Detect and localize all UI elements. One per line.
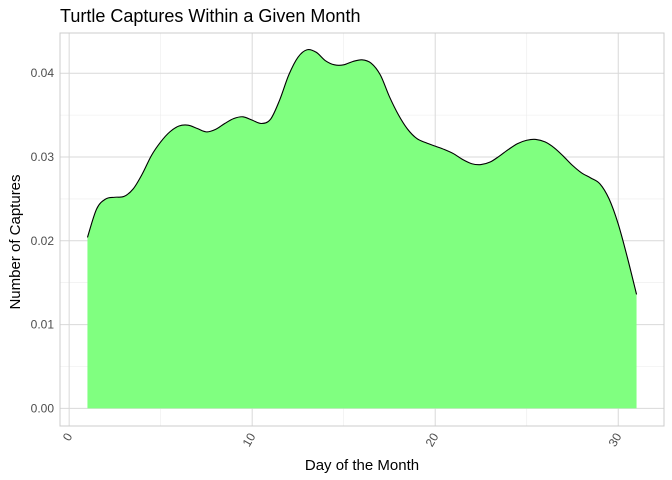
y-axis-title: Number of Captures [7,174,24,309]
x-tick-label: 20 [423,430,442,449]
panel-border [59,32,665,427]
data-area [86,48,638,409]
x-tick-label: 10 [240,430,259,449]
y-tick-label: 0.01 [31,318,55,332]
y-tick-label: 0.03 [31,150,55,164]
x-axis-ticks: 0 10 20 30 [60,430,625,449]
y-axis-ticks: 0.00 0.01 0.02 0.03 0.04 [31,66,55,415]
x-tick-label: 0 [60,430,76,443]
density-area-fill [87,49,637,409]
x-axis-title: Day of the Month [305,457,419,474]
y-tick-label: 0.02 [31,234,55,248]
density-outline [86,48,638,295]
x-tick-label: 30 [606,430,625,449]
chart-title: Turtle Captures Within a Given Month [60,6,360,26]
y-tick-label: 0.04 [31,66,55,80]
y-tick-label: 0.00 [31,401,55,415]
